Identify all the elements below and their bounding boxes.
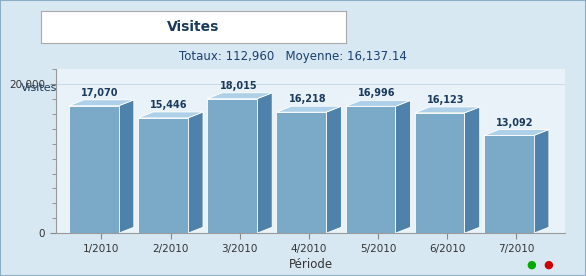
- Text: 16,218: 16,218: [289, 94, 326, 104]
- Polygon shape: [326, 106, 342, 233]
- Text: 15,446: 15,446: [151, 100, 188, 110]
- Bar: [346, 106, 396, 233]
- Polygon shape: [138, 112, 203, 118]
- Text: 13,092: 13,092: [496, 118, 534, 128]
- Polygon shape: [484, 129, 549, 136]
- Text: 16,123: 16,123: [427, 95, 465, 105]
- Bar: [415, 113, 465, 233]
- Text: Totaux: 112,960   Moyenne: 16,137.14: Totaux: 112,960 Moyenne: 16,137.14: [179, 50, 407, 63]
- Polygon shape: [415, 107, 480, 113]
- Polygon shape: [207, 93, 272, 99]
- Text: ●: ●: [526, 259, 536, 269]
- Polygon shape: [257, 93, 272, 233]
- X-axis label: Période: Période: [288, 258, 333, 271]
- Bar: [69, 106, 118, 233]
- Text: 17,070: 17,070: [81, 88, 119, 98]
- Polygon shape: [277, 106, 342, 112]
- Polygon shape: [396, 100, 411, 233]
- Polygon shape: [118, 100, 134, 233]
- Text: 16,996: 16,996: [358, 88, 396, 99]
- Text: ●: ●: [544, 259, 553, 269]
- Polygon shape: [534, 129, 549, 233]
- Text: Visites: Visites: [167, 20, 220, 34]
- Polygon shape: [465, 107, 480, 233]
- Text: 18,015: 18,015: [220, 81, 257, 91]
- Bar: [138, 118, 188, 233]
- Bar: [277, 112, 326, 233]
- Polygon shape: [346, 100, 411, 106]
- Bar: [484, 136, 534, 233]
- Text: Visites: Visites: [21, 83, 57, 93]
- Bar: [207, 99, 257, 233]
- Polygon shape: [188, 112, 203, 233]
- Polygon shape: [69, 100, 134, 106]
